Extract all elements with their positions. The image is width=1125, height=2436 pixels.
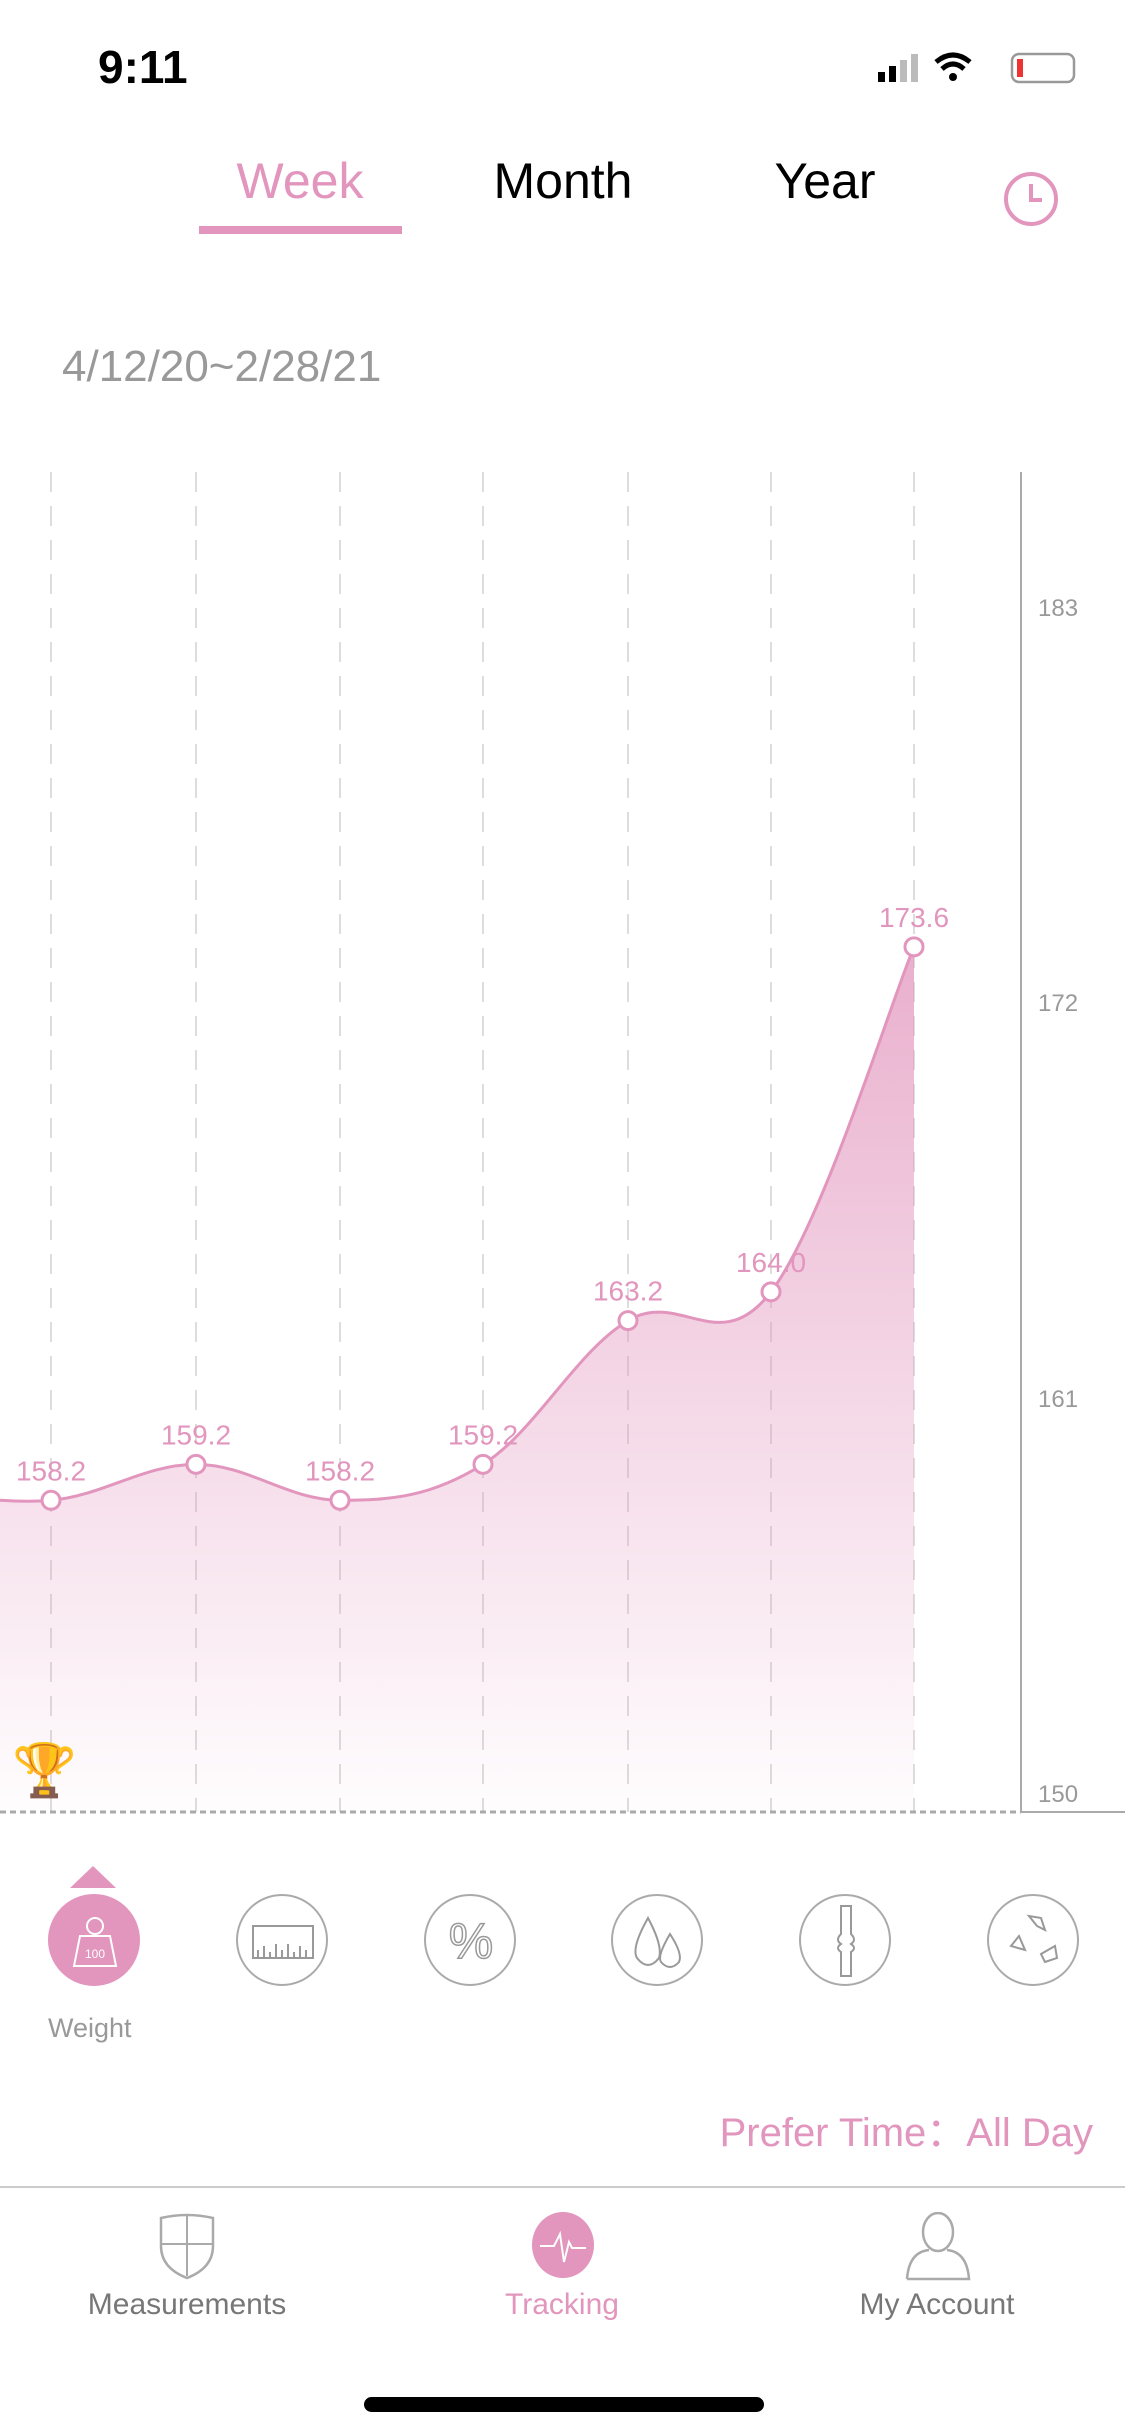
pulse-icon [532,2212,594,2278]
data-point [617,1310,639,1332]
data-label: 163.2 [593,1276,663,1307]
data-label: 159.2 [448,1419,518,1450]
data-label: 158.2 [16,1455,86,1486]
shield-icon [159,2213,215,2280]
status-time: 9:11 [98,41,188,93]
tab-week[interactable]: Week [236,153,364,209]
tab-year[interactable]: Year [774,153,876,209]
data-label: 173.6 [879,902,949,933]
home-indicator [364,2397,764,2412]
recycle-icon [1009,1914,1059,1964]
tab-month[interactable]: Month [493,153,633,209]
trophy-icon: 🏆 [12,1742,77,1800]
metric-percent-button[interactable]: % [424,1894,516,1986]
selected-indicator-icon [70,1866,116,1888]
metric-bone-button[interactable] [799,1894,891,1986]
metric-recycle-button[interactable] [987,1894,1079,1986]
svg-text:%: % [449,1913,493,1969]
area-fill [0,946,914,1812]
metric-bar-chart-button[interactable] [236,1894,328,1986]
percent-icon: % [448,1912,494,1970]
metric-weight-button[interactable]: 100 [48,1894,140,1986]
y-tick-label: 150 [1038,1781,1079,1808]
person-icon [905,2212,971,2281]
bar-chart-icon [252,1925,314,1959]
weight-chart[interactable]: 158.2 159.2 158.2 159.2 163.2 164.0 173.6 [0,0,1125,1830]
metric-label-weight: Weight [48,2013,132,2043]
nav-label-my-account: My Account [859,2288,1015,2321]
tab-week-underline [199,226,402,234]
bone-icon [837,1905,855,1977]
y-tick-label: 183 [1038,595,1079,622]
nav-my-account[interactable]: My Account [787,2212,1087,2342]
data-point [903,936,925,958]
data-label: 159.2 [161,1419,231,1450]
metric-water-button[interactable] [611,1894,703,1986]
water-drops-icon [634,1915,681,1968]
data-point [185,1453,207,1475]
clock-icon[interactable] [1002,170,1060,228]
data-label: 158.2 [305,1455,375,1486]
data-point [472,1453,494,1475]
nav-tracking[interactable]: Tracking [412,2212,712,2342]
status-icons [878,52,1076,84]
weight-icon: 100 [72,1917,118,1967]
prefer-time-selector[interactable]: Prefer Time：All Day [719,2111,1093,2155]
nav-label-tracking: Tracking [505,2288,619,2321]
date-range: 4/12/20~2/28/21 [62,342,382,391]
nav-measurements[interactable]: Measurements [37,2212,337,2342]
y-tick-label: 161 [1038,1385,1079,1413]
data-point [760,1281,782,1303]
data-point [40,1489,62,1511]
data-point [329,1489,351,1511]
data-label: 164.0 [736,1247,806,1278]
svg-text:100: 100 [85,1947,105,1961]
tab-bar-divider [0,2186,1125,2188]
nav-label-measurements: Measurements [87,2288,287,2321]
y-tick-label: 172 [1038,990,1079,1018]
